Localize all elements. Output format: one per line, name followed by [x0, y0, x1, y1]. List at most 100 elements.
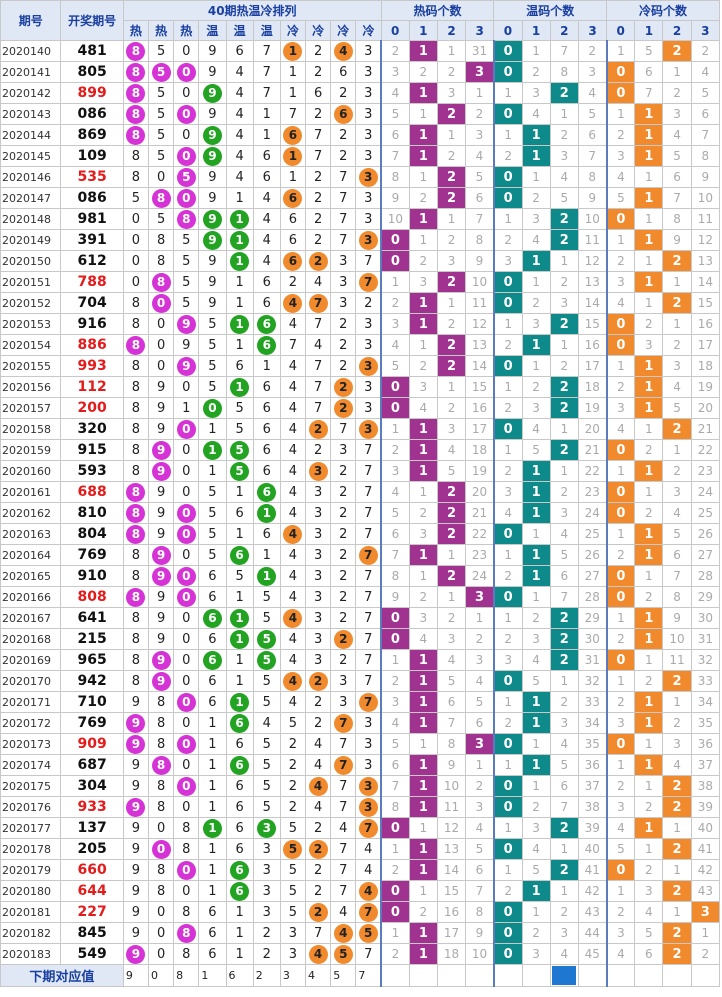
hit-ball: 0	[176, 692, 196, 712]
warm-count-hit: 0	[492, 838, 523, 860]
rank-cell: 8	[122, 313, 150, 335]
rank-cell: 8	[147, 691, 175, 713]
hot-count-miss: 24	[465, 565, 495, 587]
rank-cell: 4	[330, 817, 357, 839]
hit-ball: 6	[230, 713, 250, 733]
rank-cell: 9	[147, 418, 175, 440]
rank-cell: 8	[122, 586, 150, 608]
warm-count-miss: 24	[577, 502, 608, 524]
period-cell: 2020163	[0, 523, 62, 545]
warm-count-miss: 4	[549, 733, 579, 755]
cold-count-hit: 0	[605, 82, 636, 104]
cold-count-miss: 4	[662, 754, 692, 776]
col-label-4: 温	[225, 20, 254, 41]
rank-cell: 6	[305, 82, 332, 104]
rank-cell: 1	[225, 376, 254, 398]
rank-cell: 2	[330, 523, 357, 545]
period-cell: 2020140	[0, 40, 62, 62]
hot-count-miss: 20	[465, 481, 495, 503]
cold-count-miss: 2	[662, 334, 692, 356]
warm-count-miss: 2	[492, 565, 523, 587]
rank-cell: 5	[173, 292, 200, 314]
rank-cell: 3	[355, 775, 382, 797]
period-cell: 2020151	[0, 271, 62, 293]
hit-ball: 8	[126, 41, 146, 61]
rank-cell: 7	[330, 838, 357, 860]
hit-ball: 6	[283, 125, 303, 145]
hot-count-hit: 2	[436, 166, 467, 188]
cold-count-miss: 10	[662, 628, 692, 650]
hot-count-hit: 1	[408, 40, 438, 62]
hit-ball: 8	[126, 83, 146, 103]
draw-number: 205	[60, 838, 124, 860]
cold-count-hit: 1	[634, 397, 664, 419]
rank-cell: 8	[147, 880, 175, 902]
period-cell: 2020150	[0, 250, 62, 272]
period-cell: 2020180	[0, 880, 62, 902]
rank-cell: 6	[279, 124, 307, 146]
rank-cell: 2	[305, 418, 332, 440]
hit-ball: 9	[151, 650, 171, 670]
rank-cell: 6	[279, 250, 307, 272]
hot-count-hit: 0	[380, 376, 410, 398]
rank-cell: 6	[198, 901, 227, 923]
rank-cell: 7	[305, 124, 332, 146]
hit-ball: 9	[176, 356, 196, 376]
rank-cell: 1	[225, 943, 254, 965]
rank-cell: 9	[198, 61, 227, 83]
cold-count-miss: 3	[662, 103, 692, 125]
rank-cell: 0	[173, 481, 200, 503]
draw-number: 916	[60, 313, 124, 335]
hot-count-miss: 9	[380, 187, 410, 209]
rank-cell: 1	[279, 166, 307, 188]
rank-cell: 1	[279, 82, 307, 104]
rank-cell: 3	[355, 376, 382, 398]
warm-count-label-3: 3	[577, 20, 608, 41]
cold-count-miss: 32	[690, 649, 721, 671]
hit-ball: 6	[333, 104, 353, 124]
rank-cell: 1	[198, 418, 227, 440]
rank-cell: 6	[279, 208, 307, 230]
period-cell: 2020172	[0, 712, 62, 734]
cold-count-miss: 5	[605, 838, 636, 860]
rank-cell: 1	[225, 523, 254, 545]
rank-cell: 7	[330, 880, 357, 902]
rank-cell: 6	[252, 397, 281, 419]
rank-cell: 6	[252, 460, 281, 482]
rank-cell: 7	[355, 943, 382, 965]
rank-cell: 9	[198, 187, 227, 209]
cold-count-miss: 1	[634, 838, 664, 860]
warm-count-miss: 2	[492, 145, 523, 167]
warm-count-miss: 3	[549, 145, 579, 167]
cold-count-hit: 0	[605, 481, 636, 503]
cold-count-miss: 4	[662, 502, 692, 524]
cold-count-miss: 8	[662, 208, 692, 230]
warm-count-miss: 5	[549, 754, 579, 776]
rank-cell: 7	[355, 691, 382, 713]
rank-cell: 0	[173, 649, 200, 671]
warm-count-miss: 20	[577, 418, 608, 440]
hit-ball: 9	[202, 209, 222, 229]
cold-count-hit: 1	[634, 607, 664, 629]
hit-ball: 4	[333, 923, 353, 943]
warm-count-hit: 2	[549, 82, 579, 104]
hot-count-miss: 16	[465, 397, 495, 419]
table-row: 2020175 304 9 8 0 1 6 5 2 4 7 3 7 1 10 2 0 1 6 37 2 1 2 38	[0, 775, 721, 797]
period-cell: 2020160	[0, 460, 62, 482]
warm-count-miss: 3	[521, 397, 551, 419]
cold-count-miss: 3	[605, 922, 636, 944]
rank-cell: 1	[252, 502, 281, 524]
footer-empty	[436, 964, 467, 987]
cold-count-miss: 1	[605, 607, 636, 629]
cold-count-hit: 2	[662, 943, 692, 965]
cold-count-miss: 35	[690, 712, 721, 734]
footer-empty	[690, 964, 721, 987]
rank-cell: 4	[305, 796, 332, 818]
cold-count-miss: 39	[690, 796, 721, 818]
warm-count-miss: 4	[521, 103, 551, 125]
hit-ball: 1	[257, 566, 277, 586]
cold-count-miss: 38	[690, 775, 721, 797]
cold-count-miss: 12	[690, 229, 721, 251]
rank-cell: 5	[173, 229, 200, 251]
cold-count-miss: 1	[634, 649, 664, 671]
